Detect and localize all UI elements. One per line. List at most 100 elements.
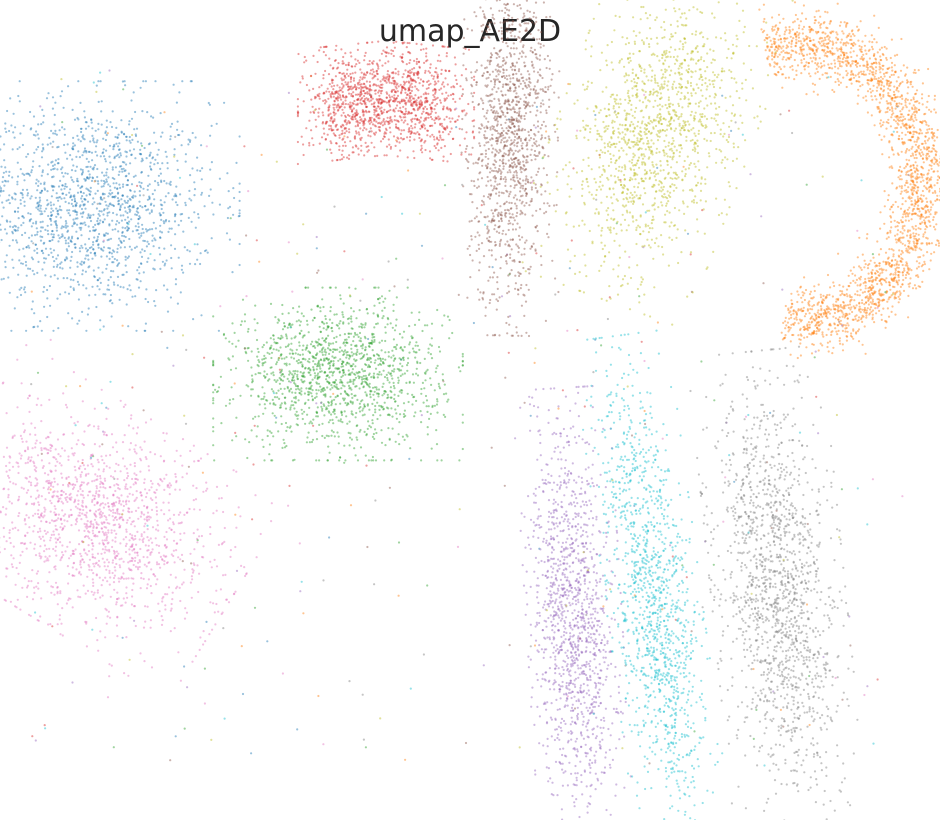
scatter-point (905, 191, 908, 194)
scatter-point (846, 22, 849, 25)
scatter-point (838, 284, 841, 287)
scatter-point (910, 203, 913, 206)
scatter-point (341, 313, 344, 316)
scatter-point (111, 110, 114, 113)
scatter-point (159, 236, 162, 239)
scatter-point (129, 141, 132, 144)
scatter-point (367, 373, 370, 377)
scatter-point (389, 372, 393, 375)
scatter-point (159, 214, 162, 217)
scatter-point (209, 134, 212, 137)
scatter-point (912, 240, 915, 243)
scatter-point (373, 340, 376, 343)
scatter-point (857, 319, 860, 322)
scatter-point (854, 43, 857, 46)
scatter-point (76, 237, 79, 240)
scatter-point (50, 214, 53, 217)
scatter-point (35, 206, 38, 209)
scatter-point (87, 177, 90, 180)
scatter-point (102, 179, 105, 183)
scatter-point (0, 278, 3, 281)
scatter-point (507, 118, 510, 121)
scatter-point (276, 379, 279, 382)
scatter-point (153, 300, 156, 303)
scatter-point (822, 39, 825, 42)
scatter-point (137, 232, 140, 235)
scatter-point (371, 455, 374, 459)
scatter-point (768, 63, 771, 66)
scatter-point (915, 190, 918, 193)
scatter-point (915, 107, 918, 110)
scatter-point (904, 244, 907, 247)
scatter-point (803, 315, 807, 318)
scatter-point (169, 125, 172, 128)
scatter-point (34, 196, 37, 199)
scatter-point (226, 216, 229, 220)
scatter-point (858, 309, 861, 312)
scatter-point (792, 333, 795, 337)
scatter-point (301, 353, 304, 356)
scatter-point (914, 143, 918, 146)
scatter-point (784, 304, 787, 308)
scatter-point (870, 272, 874, 276)
scatter-point (89, 214, 92, 217)
scatter-point (886, 71, 889, 74)
scatter-point (43, 257, 46, 260)
scatter-point (887, 118, 890, 121)
scatter-point (16, 180, 19, 183)
scatter-point (808, 300, 811, 303)
scatter-point (42, 114, 45, 117)
scatter-point (929, 259, 932, 262)
scatter-point (376, 401, 379, 404)
scatter-point (156, 181, 159, 184)
scatter-point (849, 308, 852, 311)
scatter-point (111, 249, 115, 252)
scatter-point (916, 242, 919, 245)
scatter-point (173, 148, 176, 151)
scatter-point (145, 230, 148, 233)
scatter-point (880, 46, 884, 49)
scatter-point (852, 329, 855, 332)
scatter-point (161, 204, 164, 207)
scatter-point (924, 204, 927, 208)
scatter-point (934, 191, 937, 194)
scatter-point (893, 264, 896, 267)
scatter-point (109, 185, 112, 188)
scatter-point (897, 266, 900, 269)
scatter-point (68, 191, 71, 194)
scatter-point (919, 217, 922, 220)
scatter-point (458, 459, 461, 462)
scatter-point (363, 403, 366, 406)
scatter-point (817, 309, 820, 312)
scatter-point (912, 189, 916, 192)
scatter-point (866, 66, 870, 69)
scatter-point (424, 372, 427, 375)
scatter-point (354, 376, 358, 379)
scatter-point (81, 168, 84, 172)
scatter-point (845, 69, 848, 73)
scatter-point (895, 116, 898, 119)
scatter-point (362, 407, 365, 410)
scatter-point (920, 173, 923, 176)
scatter-point (76, 322, 79, 325)
scatter-point (101, 220, 105, 223)
scatter-point (258, 260, 261, 263)
scatter-point (262, 374, 266, 377)
scatter-point (402, 330, 406, 333)
scatter-point (321, 363, 324, 366)
scatter-point (814, 54, 817, 57)
scatter-point (115, 223, 118, 226)
scatter-point (819, 66, 823, 69)
scatter-point (848, 294, 851, 297)
scatter-point (350, 320, 353, 323)
scatter-point (776, 27, 779, 30)
scatter-point (901, 80, 904, 83)
scatter-point (934, 111, 938, 114)
scatter-point (133, 128, 136, 131)
scatter-point (839, 54, 843, 57)
scatter-point (901, 232, 904, 235)
scatter-point (874, 58, 878, 61)
scatter-point (890, 264, 893, 267)
scatter-point (146, 184, 150, 187)
scatter-point (850, 298, 853, 301)
